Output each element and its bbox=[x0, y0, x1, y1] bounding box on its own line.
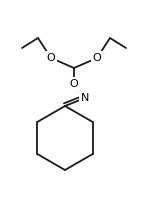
Text: O: O bbox=[93, 53, 101, 63]
Text: N: N bbox=[81, 93, 89, 103]
Text: O: O bbox=[47, 53, 55, 63]
Text: O: O bbox=[70, 79, 78, 89]
